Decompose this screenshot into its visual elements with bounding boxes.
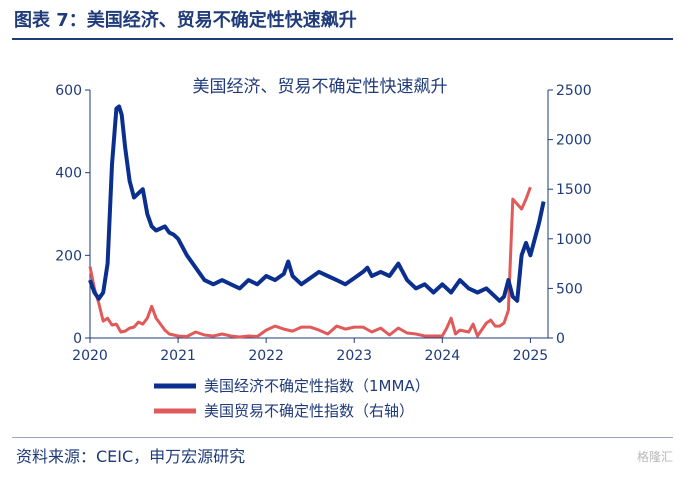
chart-title: 美国经济、贸易不确定性快速飙升 bbox=[193, 77, 448, 97]
y-right-tick-label: 2500 bbox=[556, 83, 592, 99]
x-tick-label: 2022 bbox=[248, 348, 284, 364]
x-tick-label: 2021 bbox=[160, 348, 196, 364]
y-right-tick-label: 1000 bbox=[556, 232, 592, 248]
y-left-tick-label: 600 bbox=[55, 83, 82, 99]
watermark: 格隆汇 bbox=[636, 450, 673, 464]
y-left-tick-label: 0 bbox=[73, 331, 82, 347]
series-line-trade bbox=[88, 186, 532, 339]
y-right-tick-label: 0 bbox=[556, 331, 565, 347]
y-left-tick-label: 200 bbox=[55, 248, 82, 264]
figure-title: 图表 7：美国经济、贸易不确定性快速飙升 bbox=[14, 10, 357, 31]
series-line-economic bbox=[88, 104, 546, 303]
legend: 美国经济不确定性指数（1MMA） 美国贸易不确定性指数（右轴） bbox=[154, 377, 430, 420]
legend-label-economic: 美国经济不确定性指数（1MMA） bbox=[204, 377, 430, 395]
x-tick-label: 2025 bbox=[513, 348, 549, 364]
x-tick-label: 2023 bbox=[336, 348, 372, 364]
source-divider bbox=[12, 437, 673, 438]
y-right-tick-label: 2000 bbox=[556, 133, 592, 149]
x-tick-label: 2020 bbox=[72, 348, 108, 364]
legend-label-trade: 美国贸易不确定性指数（右轴） bbox=[204, 402, 414, 420]
title-divider bbox=[12, 38, 673, 40]
y-right-tick-label: 500 bbox=[556, 281, 583, 297]
y-left-tick-label: 400 bbox=[55, 166, 82, 182]
x-tick-label: 2024 bbox=[424, 348, 460, 364]
source-note: 资料来源：CEIC，申万宏源研究 bbox=[16, 447, 246, 466]
y-right-tick-label: 1500 bbox=[556, 182, 592, 198]
chart: 美国经济、贸易不确定性快速飙升 0 200 400 600 0 500 1000 1500 20… bbox=[55, 77, 592, 420]
